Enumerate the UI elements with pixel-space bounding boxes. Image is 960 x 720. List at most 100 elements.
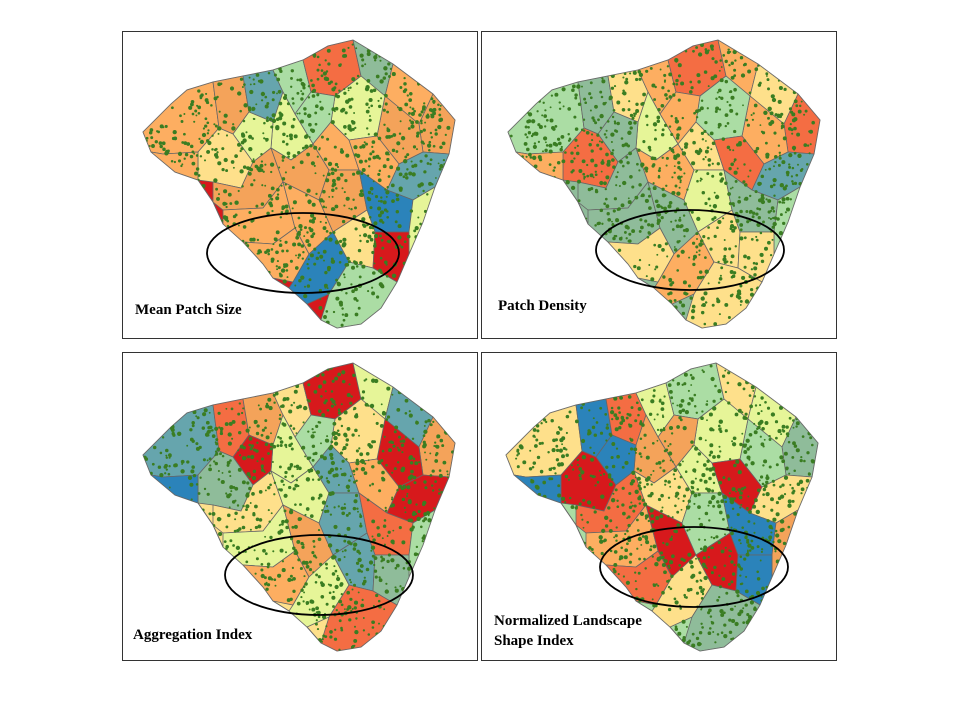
green-patch <box>770 206 775 210</box>
green-patch <box>731 202 735 206</box>
green-patch <box>338 63 342 67</box>
green-patch <box>773 131 777 135</box>
green-patch <box>237 224 240 227</box>
green-patch <box>239 149 242 153</box>
green-patch <box>783 201 786 204</box>
green-patch <box>338 250 343 255</box>
green-patch <box>525 155 528 158</box>
green-patch <box>315 192 318 196</box>
green-patch <box>670 114 673 118</box>
green-patch <box>310 599 315 604</box>
green-patch <box>803 143 808 147</box>
green-patch <box>199 96 203 100</box>
green-patch <box>596 480 600 484</box>
green-patch <box>751 118 754 121</box>
green-patch <box>309 144 313 148</box>
green-patch <box>375 421 379 425</box>
green-patch <box>649 545 653 548</box>
green-patch <box>615 129 619 133</box>
green-patch <box>788 163 791 166</box>
green-patch <box>240 147 244 151</box>
green-patch <box>710 536 713 539</box>
green-patch <box>605 204 610 209</box>
green-patch <box>249 447 253 451</box>
green-patch <box>762 220 765 224</box>
green-patch <box>308 470 311 474</box>
green-patch <box>787 503 792 508</box>
green-patch <box>317 251 320 255</box>
green-patch <box>340 323 344 327</box>
patch-layer <box>145 43 451 327</box>
green-patch <box>709 204 712 207</box>
green-patch <box>714 60 718 64</box>
green-patch <box>722 518 725 521</box>
green-patch <box>621 418 626 423</box>
green-patch <box>636 476 641 481</box>
green-patch <box>771 225 775 229</box>
green-patch <box>342 273 346 276</box>
green-patch <box>186 460 190 464</box>
green-patch <box>709 44 714 49</box>
green-patch <box>753 531 756 534</box>
green-patch <box>545 420 548 424</box>
green-patch <box>324 438 329 443</box>
green-patch <box>759 559 762 562</box>
green-patch <box>670 132 674 137</box>
green-patch <box>274 584 277 587</box>
green-patch <box>648 264 651 266</box>
green-patch <box>598 140 601 143</box>
green-patch <box>292 487 296 491</box>
green-patch <box>361 223 365 227</box>
green-patch <box>374 575 378 579</box>
green-patch <box>377 172 381 176</box>
green-patch <box>297 150 301 155</box>
green-patch <box>698 249 701 252</box>
green-patch <box>650 519 655 524</box>
green-patch <box>706 146 710 150</box>
green-patch <box>264 104 269 109</box>
green-patch <box>760 595 763 598</box>
green-patch <box>439 104 442 107</box>
green-patch <box>666 255 669 258</box>
green-patch <box>742 180 746 184</box>
green-patch <box>746 220 750 224</box>
green-patch <box>377 206 382 211</box>
green-patch <box>369 152 373 156</box>
green-patch <box>750 546 755 550</box>
green-patch <box>248 211 252 214</box>
green-patch <box>272 90 276 94</box>
green-patch <box>652 544 657 549</box>
green-patch <box>638 487 642 491</box>
green-patch <box>540 422 543 425</box>
green-patch <box>373 556 378 561</box>
green-patch <box>305 193 308 197</box>
green-patch <box>303 294 308 299</box>
green-patch <box>348 618 352 622</box>
green-patch <box>324 270 328 275</box>
green-patch <box>612 492 615 495</box>
green-patch <box>367 290 370 293</box>
green-patch <box>695 411 699 415</box>
green-patch <box>731 618 736 624</box>
green-patch <box>549 106 552 109</box>
green-patch <box>677 98 681 102</box>
green-patch <box>686 640 690 645</box>
green-patch <box>713 322 718 326</box>
green-patch <box>791 182 795 186</box>
green-patch <box>332 474 337 478</box>
green-patch <box>554 142 559 147</box>
green-patch <box>333 435 338 441</box>
green-patch <box>753 273 757 277</box>
green-patch <box>239 169 244 174</box>
green-patch <box>726 122 730 125</box>
green-patch <box>611 222 615 226</box>
green-patch <box>741 275 746 280</box>
green-patch <box>258 490 263 494</box>
green-patch <box>371 150 375 154</box>
green-patch <box>225 205 228 209</box>
green-patch <box>700 99 704 102</box>
green-patch <box>425 458 428 461</box>
green-patch <box>381 246 385 250</box>
green-patch <box>720 66 723 68</box>
green-patch <box>665 156 669 160</box>
